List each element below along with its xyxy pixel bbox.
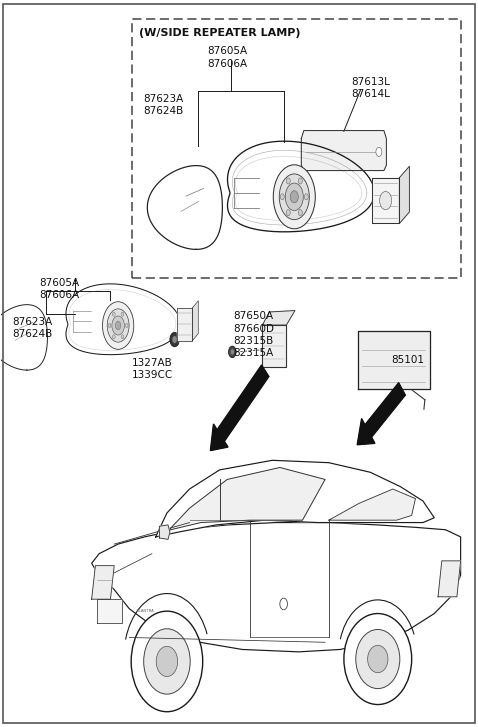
Ellipse shape xyxy=(344,614,412,704)
Text: 87650A
87660D: 87650A 87660D xyxy=(233,311,274,334)
Ellipse shape xyxy=(368,646,388,672)
Circle shape xyxy=(298,209,302,216)
Circle shape xyxy=(170,332,179,347)
Circle shape xyxy=(112,312,115,316)
Polygon shape xyxy=(0,305,47,370)
Circle shape xyxy=(107,309,129,342)
Polygon shape xyxy=(147,166,222,249)
Polygon shape xyxy=(400,166,409,223)
Circle shape xyxy=(112,316,124,335)
Polygon shape xyxy=(358,331,430,389)
Circle shape xyxy=(290,190,298,203)
Text: 87623A
87624B: 87623A 87624B xyxy=(12,317,53,340)
Polygon shape xyxy=(156,460,435,537)
Circle shape xyxy=(230,349,234,355)
Polygon shape xyxy=(301,131,386,171)
Circle shape xyxy=(280,193,284,200)
Circle shape xyxy=(172,336,177,343)
Text: ELANTRA: ELANTRA xyxy=(137,609,154,613)
Polygon shape xyxy=(228,141,374,232)
Polygon shape xyxy=(159,525,170,539)
Polygon shape xyxy=(98,599,122,623)
Circle shape xyxy=(286,209,290,216)
Polygon shape xyxy=(192,301,198,341)
Text: 1327AB
1339CC: 1327AB 1339CC xyxy=(132,358,173,380)
Text: 85101: 85101 xyxy=(391,355,424,365)
Polygon shape xyxy=(92,523,461,652)
Circle shape xyxy=(279,174,309,220)
Ellipse shape xyxy=(356,630,400,688)
Ellipse shape xyxy=(131,611,203,712)
Polygon shape xyxy=(262,325,286,367)
Circle shape xyxy=(298,178,302,184)
Text: (W/SIDE REPEATER LAMP): (W/SIDE REPEATER LAMP) xyxy=(139,28,300,39)
Circle shape xyxy=(273,165,315,229)
Polygon shape xyxy=(438,561,461,597)
Polygon shape xyxy=(167,467,325,532)
Circle shape xyxy=(304,193,308,200)
Text: 87613L
87614L: 87613L 87614L xyxy=(351,77,390,100)
Polygon shape xyxy=(92,566,114,599)
Circle shape xyxy=(112,334,115,339)
Polygon shape xyxy=(262,310,295,325)
Circle shape xyxy=(286,178,290,184)
Ellipse shape xyxy=(156,646,178,677)
Circle shape xyxy=(376,148,382,156)
Circle shape xyxy=(228,346,236,358)
Polygon shape xyxy=(372,177,400,223)
Text: 87623A
87624B: 87623A 87624B xyxy=(144,94,184,116)
Circle shape xyxy=(121,312,124,316)
Text: 82315B
82315A: 82315B 82315A xyxy=(233,336,273,358)
Circle shape xyxy=(121,334,124,339)
Ellipse shape xyxy=(144,629,190,694)
Polygon shape xyxy=(66,284,181,355)
Circle shape xyxy=(285,183,304,211)
Text: 87605A
87606A: 87605A 87606A xyxy=(207,47,247,69)
Bar xyxy=(132,19,461,278)
Circle shape xyxy=(115,321,121,329)
Polygon shape xyxy=(210,365,269,451)
Circle shape xyxy=(380,191,391,210)
Circle shape xyxy=(280,598,287,610)
Polygon shape xyxy=(177,308,192,341)
Circle shape xyxy=(125,324,128,328)
Polygon shape xyxy=(329,489,415,520)
Text: 87605A
87606A: 87605A 87606A xyxy=(39,278,79,300)
Circle shape xyxy=(102,302,134,349)
Polygon shape xyxy=(357,382,405,445)
Circle shape xyxy=(108,324,111,328)
